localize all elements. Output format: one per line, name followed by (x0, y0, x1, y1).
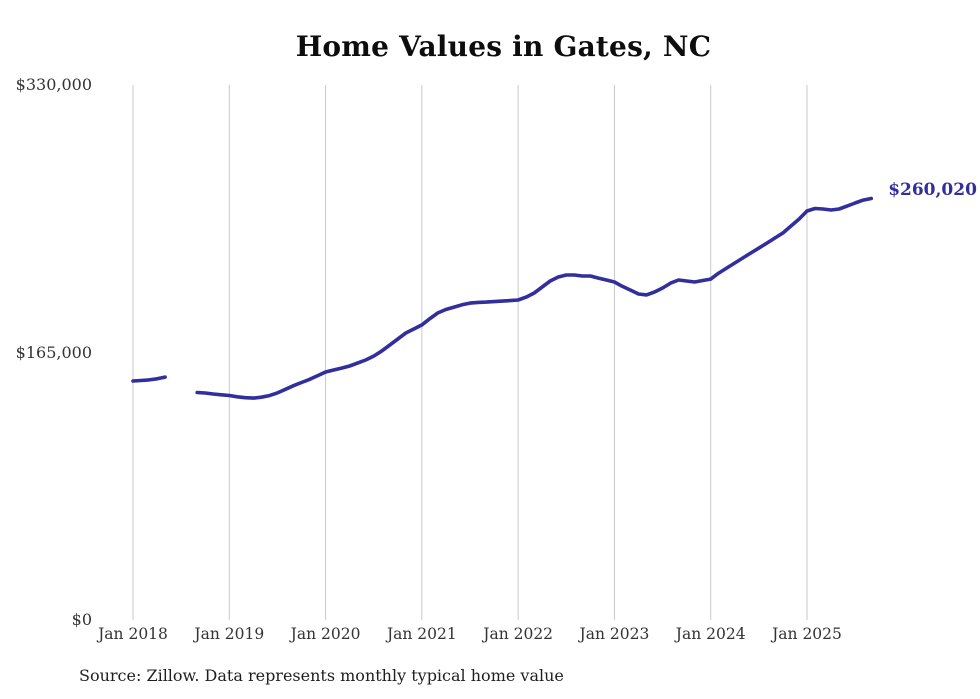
x-axis-tick-label: Jan 2023 (579, 625, 650, 643)
x-axis-tick-label: Jan 2020 (290, 625, 361, 643)
x-axis-tick-label: Jan 2021 (386, 625, 457, 643)
y-axis-tick-label: $0 (71, 610, 92, 629)
x-axis-tick-label: Jan 2018 (98, 625, 168, 643)
current-value-label: $260,020 (888, 180, 977, 201)
source-note: Source: Zillow. Data represents monthly … (79, 666, 564, 685)
y-axis-tick-label: $165,000 (15, 342, 92, 362)
x-axis-tick-label: Jan 2022 (483, 625, 554, 643)
y-axis-tick-label: $330,000 (15, 75, 92, 94)
chart-title: Home Values in Gates, NC (295, 30, 712, 63)
x-axis-tick-label: Jan 2024 (675, 625, 746, 643)
x-axis-tick-label: Jan 2025 (772, 625, 842, 643)
value-line (131, 196, 873, 400)
x-axis-tick-label: Jan 2019 (194, 625, 265, 643)
